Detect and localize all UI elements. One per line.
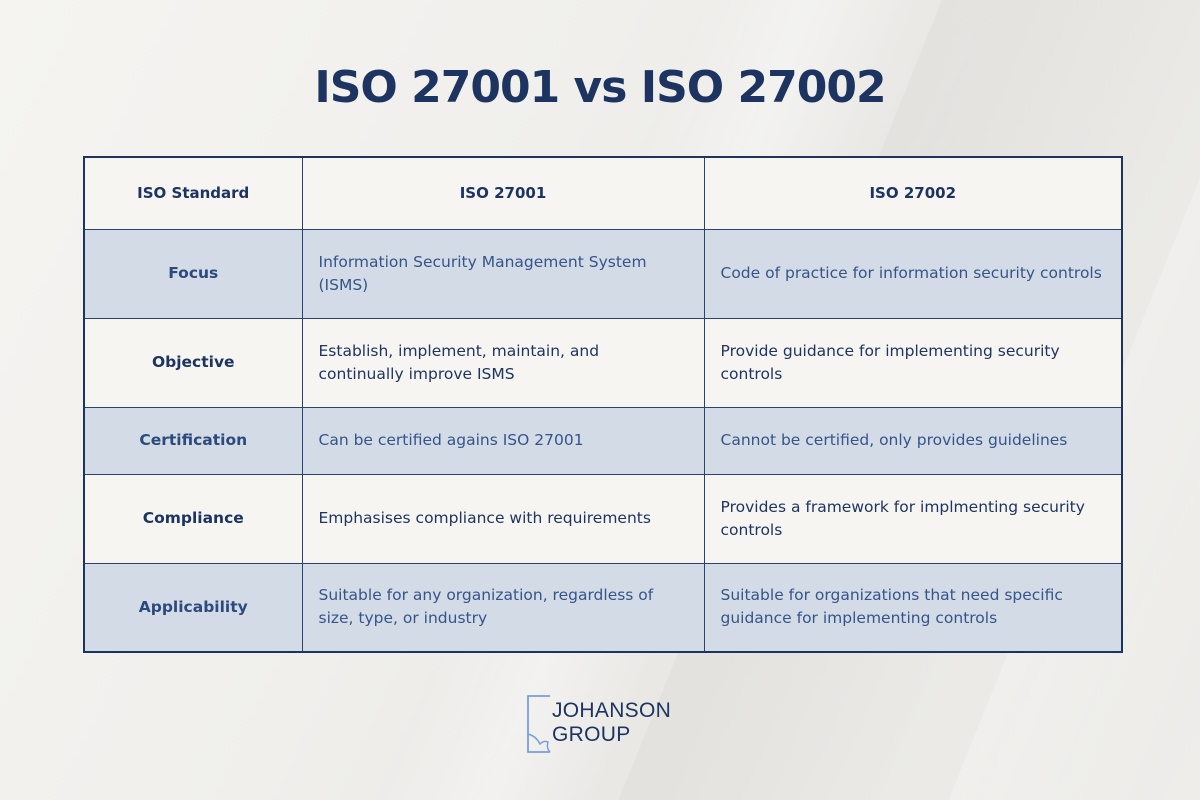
logo-line-2: GROUP (552, 723, 631, 746)
cell-iso27001: Suitable for any organization, regardles… (301, 562, 705, 653)
table-row-applicability: Applicability Suitable for any organizat… (83, 562, 1123, 653)
logo-line-1: JOHANSON (552, 699, 672, 722)
cell-iso27001: Establish, implement, maintain, and cont… (301, 317, 705, 408)
column-header-standard: ISO Standard (83, 156, 303, 230)
row-label: Applicability (83, 562, 303, 653)
row-label: Focus (83, 228, 303, 319)
comparison-table: ISO Standard ISO 27001 ISO 27002 Focus I… (83, 156, 1123, 653)
table-row-certification: Certification Can be certified agains IS… (83, 406, 1123, 475)
table-row-objective: Objective Establish, implement, maintain… (83, 317, 1123, 408)
table-row-compliance: Compliance Emphasises compliance with re… (83, 473, 1123, 564)
logo-text: JOHANSON GROUP (552, 699, 671, 747)
cell-iso27001: Can be certified agains ISO 27001 (301, 406, 705, 475)
cell-iso27002: Cannot be certified, only provides guide… (703, 406, 1123, 475)
cell-iso27001: Emphasises compliance with requirements (301, 473, 705, 564)
cell-iso27002: Code of practice for information securit… (703, 228, 1123, 319)
johanson-group-logo: JOHANSON GROUP (526, 694, 686, 754)
row-label: Objective (83, 317, 303, 408)
cell-iso27001: Information Security Management System (… (301, 228, 705, 319)
table-header-row: ISO Standard ISO 27001 ISO 27002 (83, 156, 1123, 230)
page-title: ISO 27001 vs ISO 27002 (314, 62, 886, 113)
column-header-iso27001: ISO 27001 (301, 156, 705, 230)
page-curl-bracket-icon (527, 695, 551, 753)
cell-iso27002: Provide guidance for implementing securi… (703, 317, 1123, 408)
cell-iso27002: Provides a framework for implmenting sec… (703, 473, 1123, 564)
row-label: Certification (83, 406, 303, 475)
table-row-focus: Focus Information Security Management Sy… (83, 228, 1123, 319)
column-header-iso27002: ISO 27002 (703, 156, 1123, 230)
cell-iso27002: Suitable for organizations that need spe… (703, 562, 1123, 653)
row-label: Compliance (83, 473, 303, 564)
